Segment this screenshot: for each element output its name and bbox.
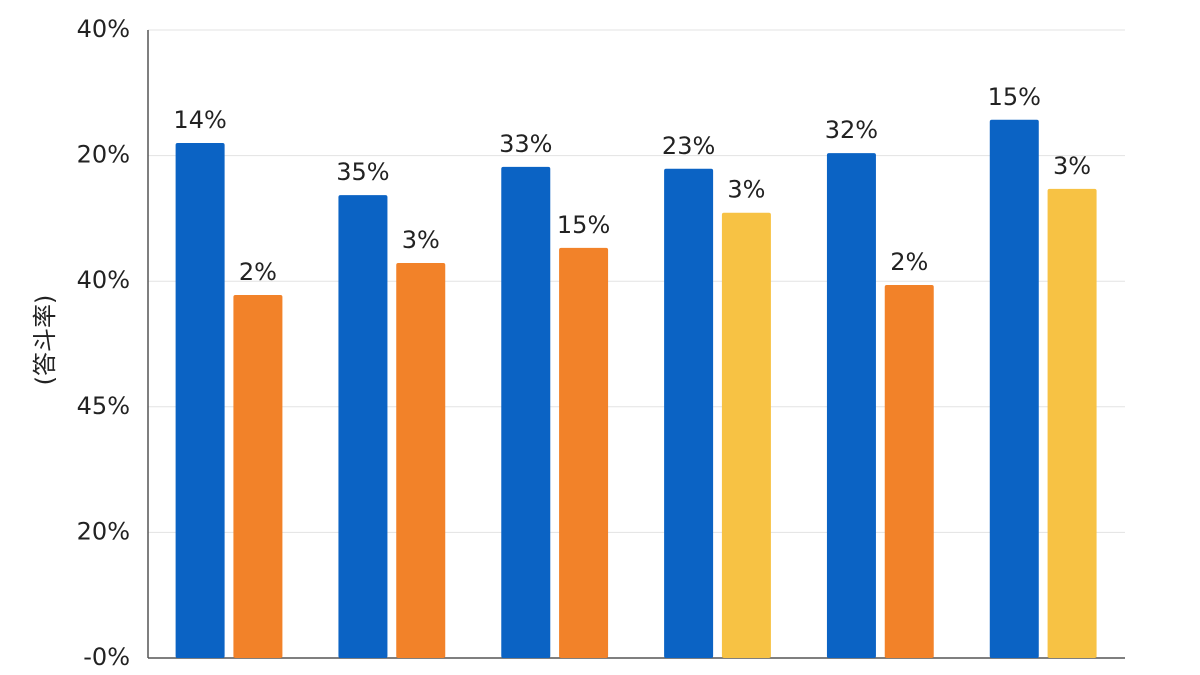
value-label: 35% [336, 158, 389, 186]
bar [884, 284, 934, 658]
value-label: 15% [988, 83, 1041, 111]
bar [338, 195, 388, 658]
bar [989, 119, 1039, 658]
bar [664, 168, 714, 658]
y-tick-label: 45% [77, 392, 130, 420]
y-tick-label: -0% [83, 643, 130, 671]
y-tick-label: 20% [77, 517, 130, 545]
value-label: 3% [727, 176, 765, 204]
value-label: 2% [890, 248, 928, 276]
bar [1047, 188, 1097, 658]
value-label: 3% [402, 226, 440, 254]
value-label: 2% [239, 258, 277, 286]
bar [559, 247, 609, 658]
value-label: 14% [173, 106, 226, 134]
bar [396, 262, 446, 658]
y-tick-label: 40% [77, 15, 130, 43]
y-tick-label: 20% [77, 141, 130, 169]
bar [233, 295, 283, 658]
value-label: 15% [557, 211, 610, 239]
bar [501, 166, 551, 659]
bar [175, 143, 225, 659]
value-label: 32% [825, 116, 878, 144]
y-tick-label: 40% [77, 266, 130, 294]
bar [826, 153, 876, 658]
value-label: 23% [662, 132, 715, 160]
value-label: 33% [499, 130, 552, 158]
y-axis-label: (答斗率) [31, 295, 59, 386]
value-label: 3% [1053, 152, 1091, 180]
bar [721, 212, 771, 659]
